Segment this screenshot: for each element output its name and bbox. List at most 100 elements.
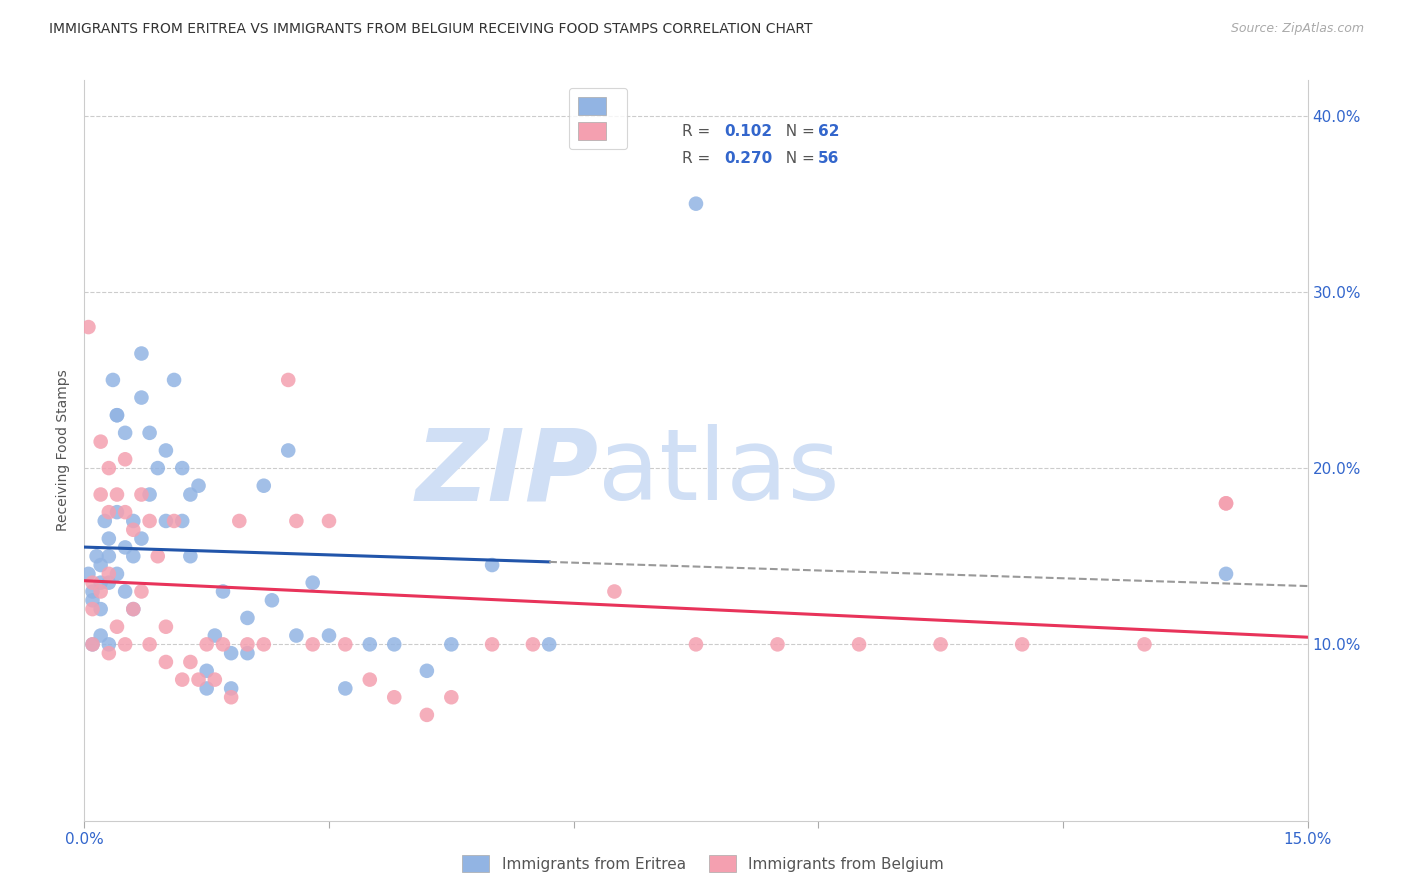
Point — [236, 611, 259, 625]
Text: ZIP: ZIP — [415, 425, 598, 521]
Point — [359, 637, 381, 651]
Point — [90, 434, 112, 449]
Point — [440, 690, 463, 705]
Point — [114, 637, 136, 651]
Text: N =: N = — [776, 152, 820, 166]
Point — [685, 196, 707, 211]
Point — [131, 346, 153, 360]
Point — [122, 549, 145, 564]
Point — [138, 425, 160, 440]
Point — [301, 575, 323, 590]
Text: R =: R = — [682, 124, 714, 139]
Point — [236, 637, 259, 651]
Point — [179, 655, 201, 669]
Point — [105, 487, 128, 501]
Point — [212, 584, 235, 599]
Point — [105, 408, 128, 422]
Point — [277, 443, 299, 458]
Point — [131, 584, 153, 599]
Point — [318, 514, 340, 528]
Point — [155, 655, 177, 669]
Point — [538, 637, 561, 651]
Point — [253, 637, 276, 651]
Point — [155, 514, 177, 528]
Point — [277, 373, 299, 387]
Y-axis label: Receiving Food Stamps: Receiving Food Stamps — [56, 369, 70, 532]
Text: 0.102: 0.102 — [724, 124, 772, 139]
Point — [105, 566, 128, 581]
Point — [146, 461, 169, 475]
Point — [105, 408, 128, 422]
Point — [228, 514, 250, 528]
Point — [1133, 637, 1156, 651]
Point — [90, 602, 112, 616]
Point — [97, 461, 120, 475]
Text: Source: ZipAtlas.com: Source: ZipAtlas.com — [1230, 22, 1364, 36]
Point — [172, 673, 194, 687]
Point — [82, 637, 104, 651]
Point — [82, 584, 104, 599]
Point — [122, 523, 145, 537]
Point — [335, 681, 357, 696]
Point — [82, 575, 104, 590]
Point — [1215, 496, 1237, 510]
Point — [163, 514, 186, 528]
Point — [114, 425, 136, 440]
Point — [522, 637, 544, 651]
Point — [90, 584, 112, 599]
Point — [260, 593, 283, 607]
Point — [236, 646, 259, 660]
Point — [122, 602, 145, 616]
Point — [105, 620, 128, 634]
Point — [114, 584, 136, 599]
Point — [138, 487, 160, 501]
Point — [77, 320, 100, 334]
Point — [318, 628, 340, 642]
Point — [219, 646, 242, 660]
Point — [97, 532, 120, 546]
Point — [82, 602, 104, 616]
Text: R =: R = — [682, 152, 714, 166]
Point — [131, 487, 153, 501]
Point — [163, 373, 186, 387]
Point — [90, 628, 112, 642]
Point — [219, 690, 242, 705]
Point — [172, 514, 194, 528]
Point — [285, 628, 308, 642]
Point — [301, 637, 323, 651]
Point — [848, 637, 870, 651]
Point — [155, 443, 177, 458]
Point — [97, 575, 120, 590]
Point — [131, 532, 153, 546]
Point — [335, 637, 357, 651]
Point — [440, 637, 463, 651]
Point — [97, 505, 120, 519]
Point — [77, 566, 100, 581]
Point — [114, 541, 136, 555]
Point — [82, 637, 104, 651]
Point — [359, 673, 381, 687]
Text: atlas: atlas — [598, 425, 839, 521]
Point — [114, 505, 136, 519]
Point — [212, 637, 235, 651]
Point — [93, 514, 115, 528]
Point — [105, 505, 128, 519]
Text: 0.270: 0.270 — [724, 152, 772, 166]
Point — [122, 602, 145, 616]
Point — [481, 558, 503, 572]
Point — [97, 637, 120, 651]
Point — [90, 487, 112, 501]
Point — [179, 549, 201, 564]
Point — [97, 549, 120, 564]
Point — [187, 479, 209, 493]
Point — [90, 558, 112, 572]
Point — [219, 681, 242, 696]
Legend: , : , — [569, 88, 627, 149]
Text: N =: N = — [776, 124, 820, 139]
Point — [1215, 496, 1237, 510]
Point — [131, 391, 153, 405]
Point — [382, 690, 405, 705]
Text: 62: 62 — [818, 124, 839, 139]
Point — [929, 637, 952, 651]
Point — [187, 673, 209, 687]
